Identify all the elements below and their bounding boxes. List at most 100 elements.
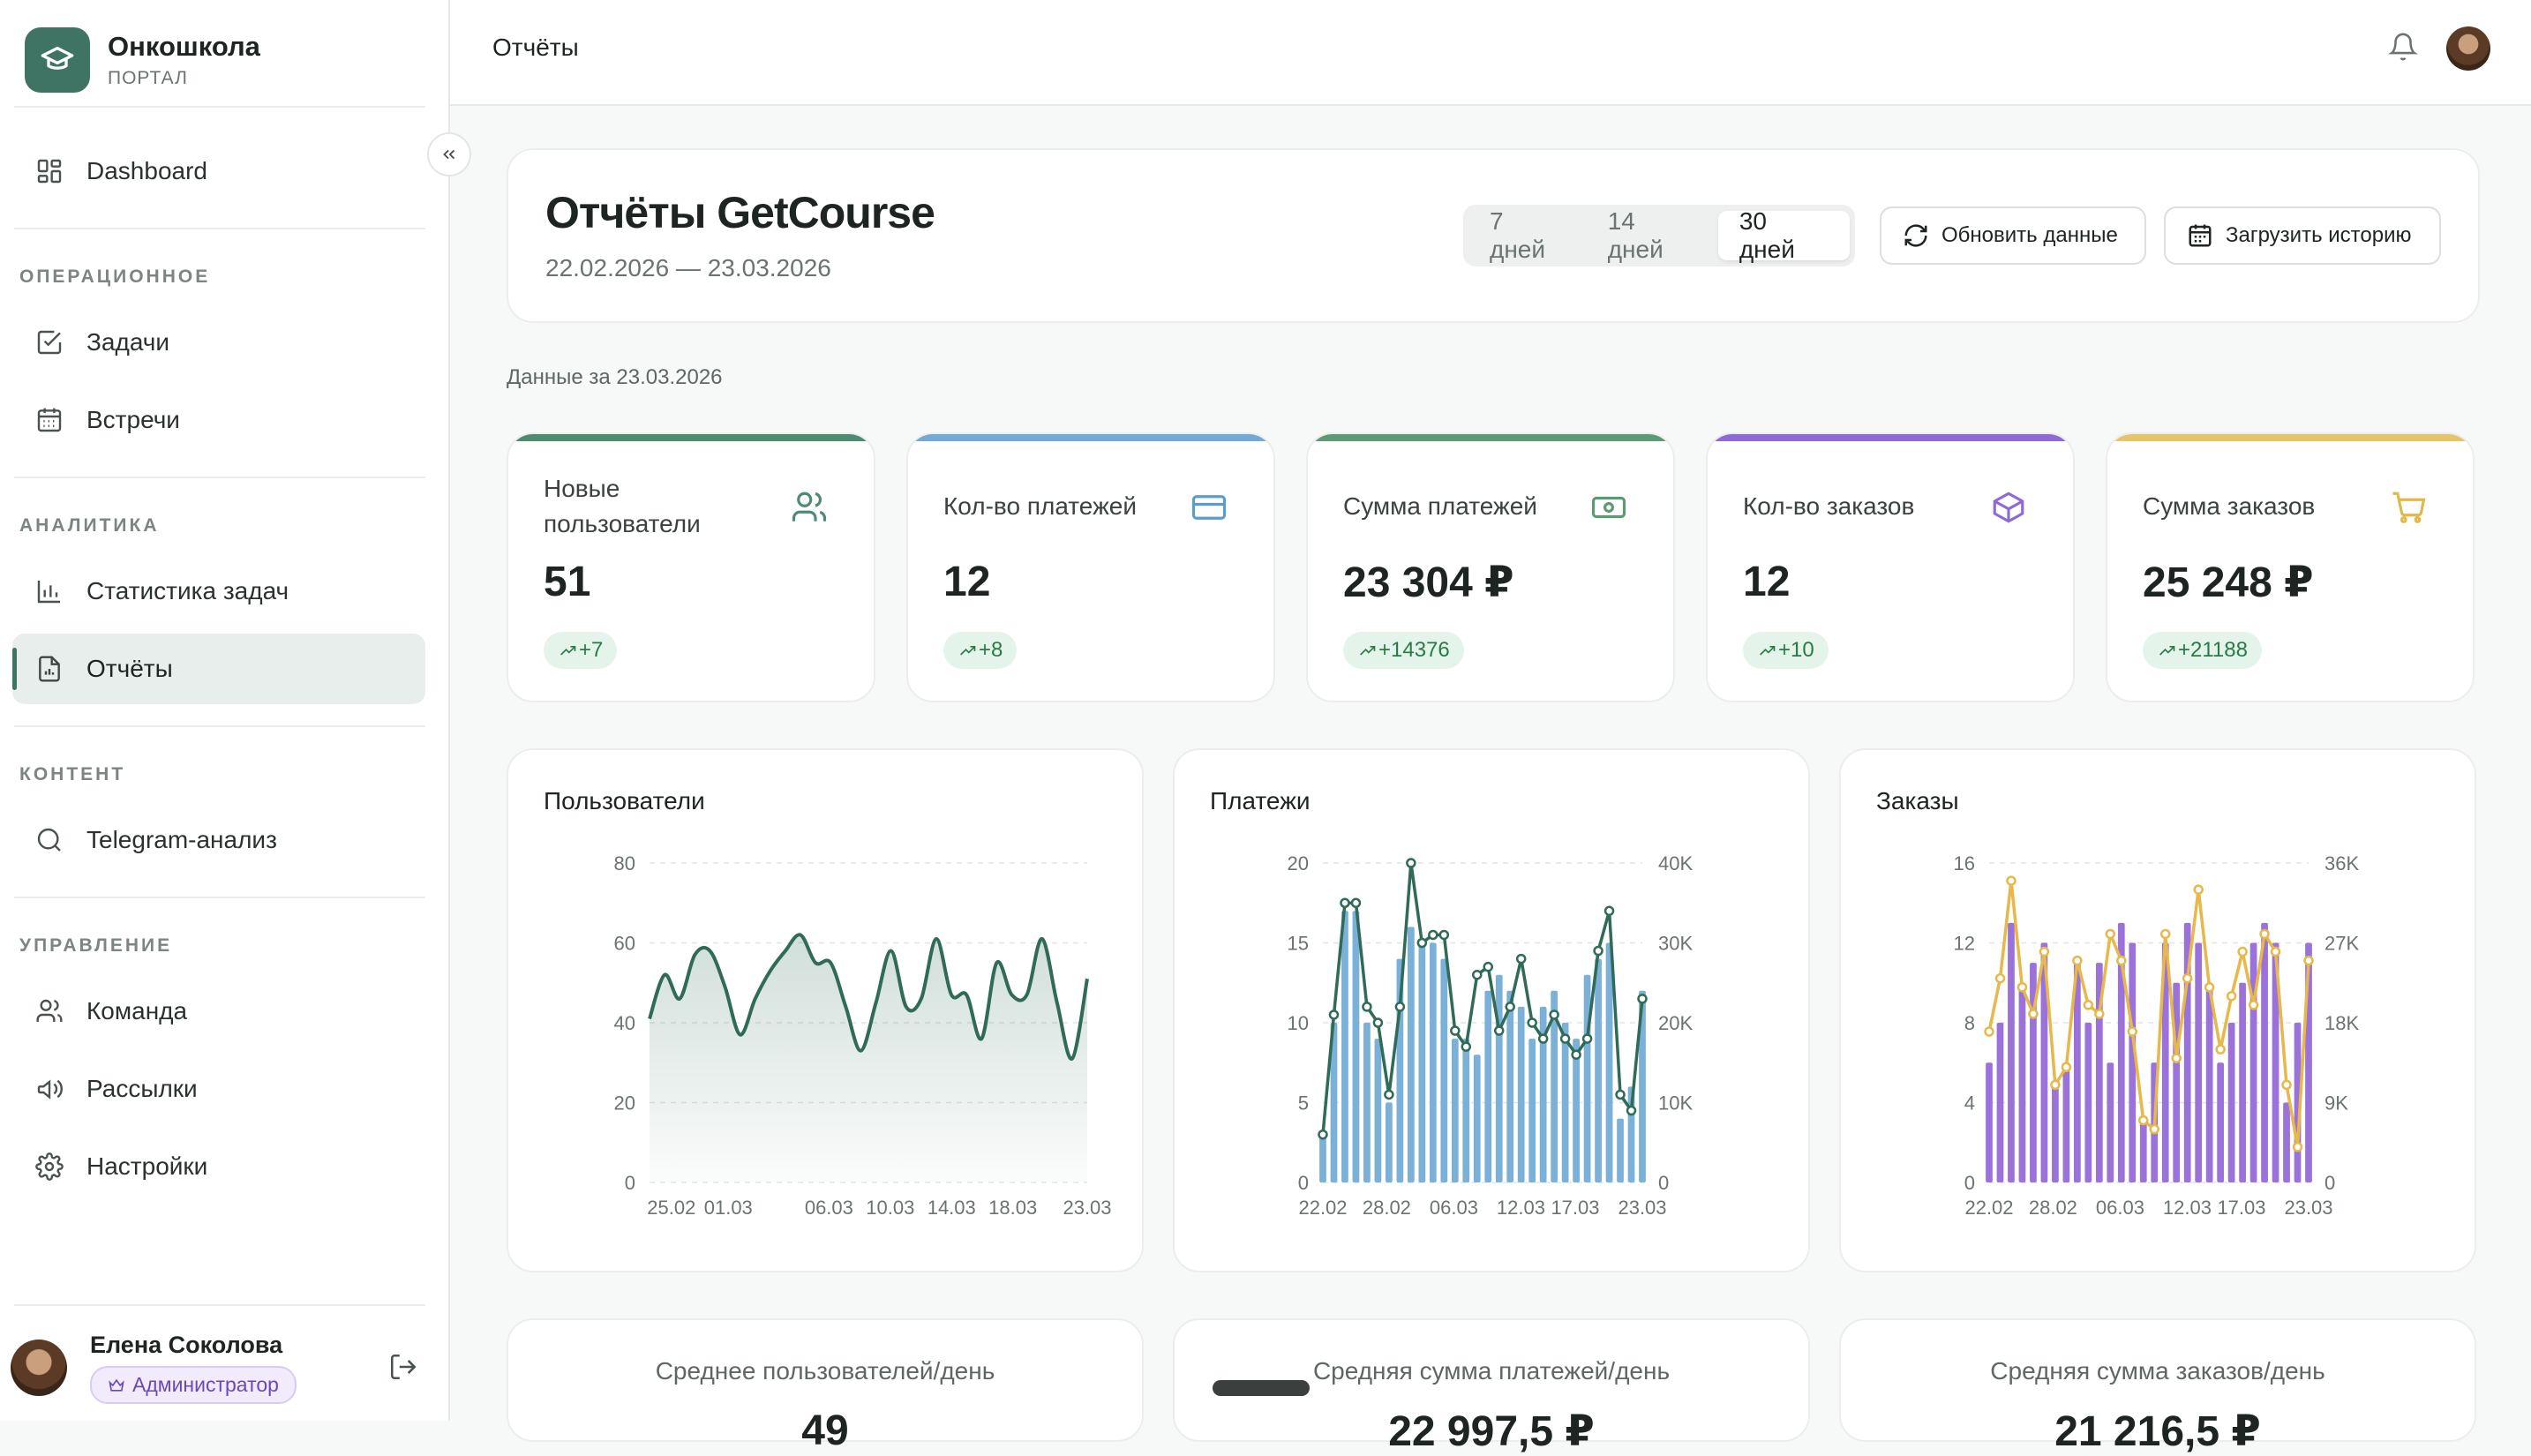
sidebar-item-tasks[interactable]: Задачи	[12, 307, 425, 378]
sidebar-item-settings[interactable]: Настройки	[12, 1131, 425, 1202]
x-tick-label: 14.03	[928, 1197, 976, 1219]
avg-label: Среднее пользователей/день	[655, 1357, 995, 1385]
divider	[14, 725, 425, 727]
trend-up-icon	[1360, 646, 1376, 656]
section-label-management: УПРАВЛЕНИЕ	[19, 935, 173, 956]
divider	[14, 228, 425, 229]
avg-card-orders: Средняя сумма заказов/день 21 216,5 ₽	[1839, 1318, 2476, 1455]
load-history-button[interactable]: Загрузить историю	[2164, 206, 2441, 265]
bar	[1429, 942, 1437, 1182]
line-point	[2204, 982, 2215, 993]
sidebar-item-dashboard[interactable]: Dashboard	[12, 136, 425, 206]
y2-tick-label: 0	[1658, 1172, 1669, 1194]
bar	[2283, 1102, 2290, 1182]
period-14-days[interactable]: 14 дней	[1607, 207, 1664, 263]
line-point	[1549, 1009, 1559, 1020]
bell-icon[interactable]	[2388, 32, 2418, 66]
line-point	[1428, 929, 1438, 941]
sidebar-item-team[interactable]: Команда	[12, 976, 425, 1047]
bar	[1440, 958, 1448, 1182]
period-30-days[interactable]: 30 дней	[1717, 207, 1850, 263]
y-tick-label: 20	[1288, 852, 1309, 874]
chart-title: Платежи	[1210, 787, 1311, 814]
avatar[interactable]	[2446, 26, 2490, 71]
period-7-days[interactable]: 7 дней	[1490, 207, 1546, 263]
users-line	[648, 933, 1089, 1061]
line-point	[1416, 937, 1428, 949]
line-point	[1527, 1017, 1537, 1028]
x-tick-label: 06.03	[1430, 1197, 1478, 1219]
topbar: Отчёты	[450, 0, 2531, 106]
bar	[1462, 1039, 1470, 1182]
brand[interactable]: Онкошкола ПОРТАЛ	[25, 16, 260, 104]
calendar-icon	[34, 404, 65, 436]
y-tick-label: 16	[1954, 852, 1975, 874]
chart-card-payments: Платежи 0 5 10 15 20 0 10K 20K 30K 40K 22.02 28.02 0…	[1173, 748, 1810, 1272]
bar	[1605, 942, 1613, 1182]
x-tick-label: 06.03	[805, 1197, 853, 1219]
x-tick-label: 06.03	[2096, 1197, 2144, 1219]
date-range: 22.02.2026 — 23.03.2026	[545, 254, 831, 281]
line-point	[2193, 884, 2204, 895]
line-point	[2303, 955, 2314, 966]
y2-tick-label: 9K	[2324, 1092, 2348, 1115]
checkbox-icon	[34, 326, 65, 358]
user-profile[interactable]: Елена Соколова Администратор	[11, 1324, 434, 1412]
x-tick-label: 17.03	[1551, 1197, 1599, 1219]
kpi-value: 51	[544, 559, 591, 605]
report-title: Отчёты GetCourse	[545, 188, 935, 237]
y-tick-label: 12	[1954, 933, 1975, 955]
avg-value: 22 997,5 ₽	[1388, 1408, 1595, 1455]
calendar-icon	[2189, 224, 2212, 247]
line-point	[2116, 955, 2127, 966]
bar	[1996, 1023, 2004, 1182]
sidebar-item-telegram[interactable]: Telegram-анализ	[12, 805, 425, 875]
x-tick-label: 28.02	[1363, 1197, 1411, 1219]
chart-title: Заказы	[1876, 787, 1959, 814]
refresh-data-button[interactable]: Обновить данные	[1880, 206, 2146, 265]
sidebar-item-task-stats[interactable]: Статистика задач	[12, 556, 425, 627]
bar	[2062, 1062, 2070, 1182]
x-tick-label: 23.03	[1618, 1197, 1666, 1219]
bar	[1561, 1023, 1569, 1182]
bar	[2129, 942, 2137, 1182]
line-point	[1626, 1105, 1637, 1116]
bar	[1473, 1054, 1481, 1182]
line-point	[1350, 897, 1362, 908]
bar	[1583, 974, 1591, 1182]
sidebar-item-mailings[interactable]: Рассылки	[12, 1054, 425, 1124]
graduation-cap-icon	[25, 27, 90, 93]
y2-tick-label: 10K	[1658, 1092, 1693, 1115]
collapse-sidebar-button[interactable]	[427, 132, 471, 176]
sidebar-item-label: Рассылки	[86, 1075, 198, 1102]
bar	[2217, 1062, 2225, 1182]
line-point	[2159, 928, 2171, 940]
line-point	[2149, 1123, 2159, 1135]
bar	[2272, 942, 2279, 1182]
kpi-value: 23 304 ₽	[1343, 559, 1514, 606]
sidebar-item-meetings[interactable]: Встречи	[12, 385, 425, 455]
kpi-delta: +8	[979, 638, 1003, 662]
bar	[1330, 1023, 1338, 1182]
sidebar-item-label: Dashboard	[86, 157, 207, 184]
x-tick-label: 28.02	[2029, 1197, 2077, 1219]
kpi-delta-badge: +21188	[2143, 632, 2262, 669]
bar	[1363, 1023, 1371, 1182]
line-point	[1637, 994, 1648, 1004]
logout-icon[interactable]	[388, 1352, 418, 1386]
x-tick-label: 12.03	[1497, 1197, 1545, 1219]
bar	[1386, 1102, 1393, 1182]
bar	[2205, 982, 2213, 1182]
kpi-card-orders-count: Кол-во заказов 12 +10	[1706, 432, 2075, 702]
sidebar-item-label: Команда	[86, 997, 188, 1024]
sidebar-item-label: Встречи	[86, 406, 180, 433]
bar	[2261, 922, 2268, 1182]
kpi-delta-badge: +10	[1743, 632, 1829, 669]
sidebar-item-reports[interactable]: Отчёты	[12, 634, 425, 704]
line-point	[2017, 982, 2028, 993]
line-point	[1571, 1049, 1581, 1060]
x-tick-label: 25.02	[647, 1197, 695, 1219]
drag-handle[interactable]	[1213, 1380, 1310, 1396]
bar	[1517, 1006, 1525, 1182]
line-point	[1394, 1002, 1406, 1012]
